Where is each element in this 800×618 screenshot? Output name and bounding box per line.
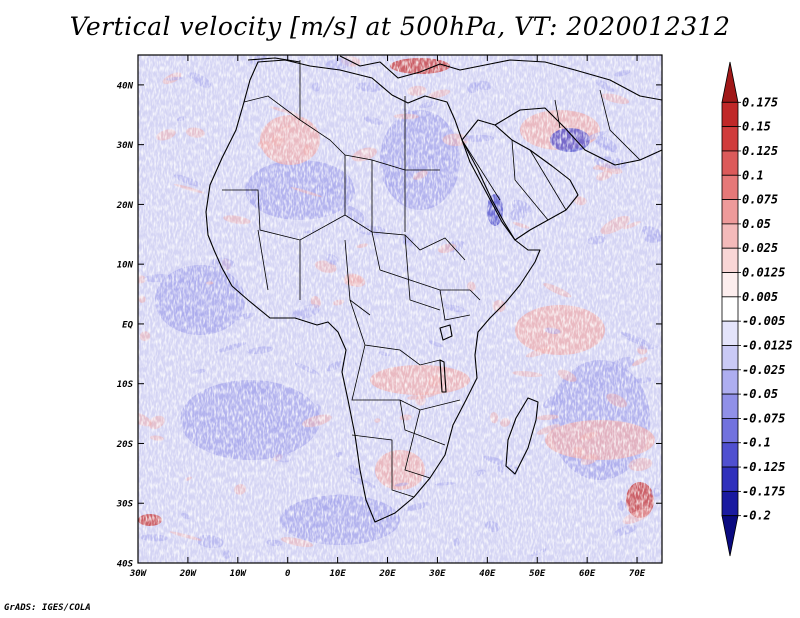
colorbar bbox=[721, 61, 741, 557]
longitude-labels: 30W 20W 10W 0 10E 20E 30E 40E 50E 60E 70E bbox=[129, 569, 646, 579]
lat-tick-label: 40N bbox=[117, 81, 134, 91]
plot-frame bbox=[137, 54, 663, 564]
colorbar-top-arrow bbox=[721, 61, 739, 103]
colorbar-level-label: 0.075 bbox=[742, 193, 778, 207]
colorbar-level-label: -0.2 bbox=[742, 509, 771, 523]
colorbar-level-label: 0.0125 bbox=[742, 266, 785, 280]
colorbar-swatch bbox=[721, 199, 739, 225]
lon-tick-label: 50E bbox=[529, 569, 546, 579]
lat-tick-label: 30N bbox=[116, 141, 134, 151]
colorbar-swatch bbox=[721, 345, 739, 371]
colorbar-swatch bbox=[721, 393, 739, 419]
madagascar bbox=[505, 397, 539, 475]
lat-tick-label: 20N bbox=[116, 201, 134, 211]
lat-tick-label: 20S bbox=[116, 440, 134, 450]
latitude-labels: 40N 30N 20N 10N EQ 10S 20S 30S 40S bbox=[116, 81, 134, 569]
axis-ticks bbox=[137, 55, 662, 564]
border-lines bbox=[222, 60, 641, 498]
lon-tick-label: 30W bbox=[129, 569, 148, 579]
lon-tick-label: 20W bbox=[179, 569, 198, 579]
lake-victoria bbox=[439, 324, 453, 341]
colorbar-swatch bbox=[721, 490, 739, 517]
lat-tick-label: 40S bbox=[117, 560, 134, 570]
colorbar-level-label: -0.0125 bbox=[742, 338, 793, 352]
colorbar-swatch bbox=[721, 369, 739, 395]
europe-coast bbox=[247, 55, 662, 101]
colorbar-swatch bbox=[721, 150, 739, 176]
lake-malawi bbox=[439, 359, 447, 393]
colorbar-swatch bbox=[721, 126, 739, 152]
lat-tick-label: 10N bbox=[117, 261, 134, 271]
colorbar-level-label: -0.025 bbox=[742, 363, 785, 377]
colorbar-swatch bbox=[721, 466, 739, 492]
chart-title: Vertical velocity [m/s] at 500hPa, VT: 2… bbox=[69, 12, 731, 41]
colorbar-level-label: 0.005 bbox=[742, 290, 778, 304]
arabian-peninsula bbox=[461, 119, 579, 241]
colorbar-swatch bbox=[721, 223, 739, 249]
lon-tick-label: 60E bbox=[579, 569, 596, 579]
colorbar-swatch bbox=[721, 442, 739, 468]
colorbar-level-label: -0.175 bbox=[742, 484, 785, 498]
colorbar-level-label: -0.1 bbox=[742, 436, 771, 450]
colorbar-level-label: -0.005 bbox=[742, 314, 785, 328]
colorbar-swatch bbox=[721, 296, 739, 322]
colorbar-level-label: 0.05 bbox=[742, 217, 771, 231]
map-chart: 40N 30N 20N 10N EQ 10S 20S 30S 40S 30W 20W 10W 0 10E… bbox=[116, 54, 793, 579]
grads-credit: GrADS: IGES/COLA bbox=[4, 603, 91, 613]
lon-tick-label: 70E bbox=[629, 569, 646, 579]
lon-tick-label: 30E bbox=[428, 569, 446, 579]
colorbar-level-label: 0.025 bbox=[742, 241, 778, 255]
persian-gulf-coast bbox=[494, 107, 662, 166]
lat-tick-label: EQ bbox=[122, 320, 133, 330]
colorbar-level-label: 0.175 bbox=[742, 95, 778, 109]
colorbar-level-label: -0.075 bbox=[742, 411, 785, 425]
coastlines bbox=[205, 55, 662, 523]
colorbar-labels: 0.175 0.15 0.125 0.1 0.075 0.05 0.025 0.0125 0.0… bbox=[742, 95, 793, 522]
lat-tick-label: 10S bbox=[117, 380, 134, 390]
velocity-field bbox=[138, 55, 662, 563]
colorbar-level-label: 0.15 bbox=[742, 120, 771, 134]
lon-tick-label: 0 bbox=[285, 569, 291, 579]
colorbar-swatch bbox=[721, 320, 739, 346]
colorbar-swatch bbox=[721, 272, 739, 298]
colorbar-bottom-arrow bbox=[721, 515, 739, 557]
lat-tick-label: 30S bbox=[116, 500, 134, 510]
lon-tick-label: 10E bbox=[329, 569, 346, 579]
field-texture bbox=[138, 55, 662, 563]
colorbar-level-label: 0.125 bbox=[742, 144, 778, 158]
lon-tick-label: 20E bbox=[378, 569, 396, 579]
lon-tick-label: 40E bbox=[479, 569, 496, 579]
lon-tick-label: 10W bbox=[230, 569, 248, 579]
colorbar-swatch bbox=[721, 247, 739, 273]
africa-coastline bbox=[205, 59, 541, 523]
colorbar-swatch bbox=[721, 174, 739, 200]
colorbar-swatch bbox=[721, 418, 739, 444]
colorbar-level-label: 0.1 bbox=[742, 168, 764, 182]
colorbar-swatch bbox=[721, 101, 739, 128]
colorbar-level-label: -0.05 bbox=[742, 387, 778, 401]
colorbar-level-label: -0.125 bbox=[742, 460, 785, 474]
country-borders bbox=[222, 60, 641, 498]
